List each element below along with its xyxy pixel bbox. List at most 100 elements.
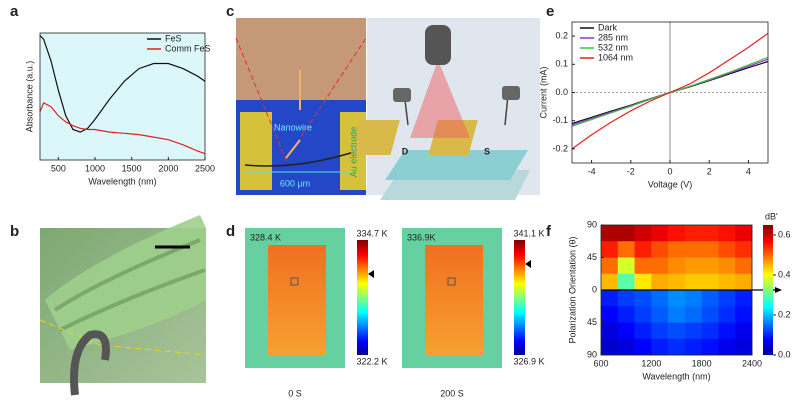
heatmap-cell — [718, 306, 736, 323]
heatmap-cell — [735, 273, 753, 291]
heatmap-cell — [668, 338, 686, 356]
heatmap-cell — [601, 306, 619, 323]
legend-label: FeS — [165, 33, 182, 43]
heatmap-cell — [601, 290, 619, 307]
heatmap-cell — [668, 322, 686, 340]
heatmap-cell — [684, 338, 702, 356]
x-tick-label: 0 — [667, 166, 672, 176]
heatmap-cell — [617, 225, 635, 242]
heatmap-cell — [601, 257, 619, 275]
axes-frame — [39, 32, 206, 161]
heatmap-cell — [701, 338, 719, 356]
arrow-head — [775, 287, 782, 293]
y-tick-label: 0.2 — [555, 30, 568, 40]
colorbar-label: 322.2 K — [356, 356, 387, 366]
thermal-image — [245, 228, 531, 368]
heatmap-cell — [701, 322, 719, 340]
heatmap-cell — [718, 241, 736, 258]
heatmap-cell — [684, 225, 702, 242]
y-axis-label: Polarization Orientation (θ) — [567, 236, 577, 343]
heatmap-cell — [718, 290, 736, 307]
x-tick-label: 500 — [51, 163, 66, 173]
y-tick-label: -0.1 — [552, 115, 568, 125]
heatmap-cell — [701, 290, 719, 307]
heatmap-cell — [634, 338, 652, 356]
panel-label: f — [546, 223, 552, 240]
x-tick-label: -2 — [627, 166, 635, 176]
heatmap-cell — [601, 273, 619, 291]
colorbar-label: 341.1 K — [513, 228, 544, 238]
x-tick-label: 1200 — [641, 358, 661, 368]
heatmap-cell — [634, 241, 652, 258]
image-annotation: D — [402, 146, 409, 156]
heatmap-cell — [735, 225, 753, 242]
heatmap-cell — [634, 306, 652, 323]
heatmap-cell — [684, 322, 702, 340]
y-tick-label: 0.1 — [555, 59, 568, 69]
heatmap-cell — [735, 306, 753, 323]
heatmap-cell — [718, 338, 736, 356]
y-tick-label: 45 — [587, 317, 597, 327]
heatmap-cell — [617, 290, 635, 307]
heatmap-cell — [651, 338, 669, 356]
heatmap-cell — [651, 257, 669, 275]
heatmap-cell — [617, 257, 635, 275]
heatmap-cell — [684, 306, 702, 323]
heatmap-cell — [617, 322, 635, 340]
heatmap-cell — [617, 338, 635, 356]
heatmap-cell — [684, 241, 702, 258]
heatmap-cell — [601, 338, 619, 356]
x-tick-label: 2500 — [195, 163, 215, 173]
y-tick-label: 90 — [587, 349, 597, 359]
panel-label: e — [546, 3, 554, 20]
heatmap-cell — [601, 225, 619, 242]
panel-label: a — [10, 3, 19, 20]
x-tick-label: 2400 — [742, 358, 762, 368]
x-tick-label: 2000 — [158, 163, 178, 173]
x-tick-label: 4 — [746, 166, 751, 176]
heatmap-cell — [617, 306, 635, 323]
colorbar-tick-label: 0.0 — [778, 349, 791, 359]
image-annotation: S — [484, 146, 490, 156]
heatmap-cell — [617, 241, 635, 258]
heatmap-cell — [668, 241, 686, 258]
colorbar — [763, 225, 773, 355]
x-axis-label: Voltage (V) — [648, 179, 693, 189]
heatmap-cell — [651, 241, 669, 258]
data-line — [39, 35, 206, 133]
data-line — [571, 32, 769, 150]
legend-label: 1064 nm — [598, 52, 633, 62]
image-caption: 200 S — [440, 388, 464, 398]
y-axis-label: Current (mA) — [538, 66, 548, 118]
heatmap-cell — [701, 273, 719, 291]
heatmap-cell — [684, 273, 702, 291]
heatmap-cell — [735, 338, 753, 356]
heatmap-cell — [634, 273, 652, 291]
x-tick-label: 1000 — [85, 163, 105, 173]
heatmap-cell — [651, 306, 669, 323]
image-annotation: Au electrode — [348, 127, 358, 178]
x-tick-label: 1500 — [122, 163, 142, 173]
legend-label: Comm FeS — [165, 43, 211, 53]
heatmap-cell — [684, 290, 702, 307]
y-tick-label: -0.2 — [552, 143, 568, 153]
y-tick-label: 90 — [587, 219, 597, 229]
image-annotation: 328.4 K — [250, 232, 281, 242]
x-tick-label: 2 — [707, 166, 712, 176]
heatmap-cell — [718, 257, 736, 275]
sem-image — [39, 215, 207, 396]
heatmap-cell — [668, 257, 686, 275]
heatmap-cell — [651, 273, 669, 291]
image-annotation: 336.9K — [407, 232, 436, 242]
colorbar-tick-label: 0.2 — [778, 309, 791, 319]
heatmap-cell — [701, 306, 719, 323]
heatmap-cell — [668, 306, 686, 323]
x-tick-label: 600 — [593, 358, 608, 368]
image-annotation: Nanowire — [274, 122, 312, 132]
x-tick-label: -4 — [588, 166, 596, 176]
plot-background — [40, 33, 205, 160]
heatmap-cell — [634, 322, 652, 340]
heatmap-cell — [651, 322, 669, 340]
heatmap-cell — [668, 225, 686, 242]
